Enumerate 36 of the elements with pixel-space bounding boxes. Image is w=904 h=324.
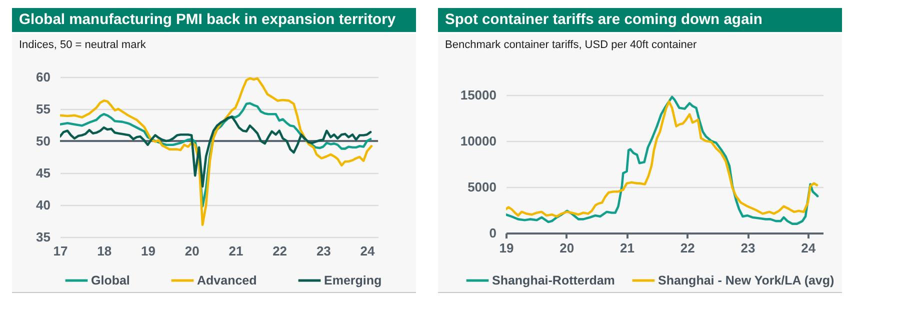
x-tick-label: 20 <box>184 244 200 258</box>
y-tick-label: 55 <box>36 102 50 116</box>
x-tick-label: 22 <box>272 244 288 258</box>
y-tick-label: 50 <box>36 134 50 148</box>
chart-subtitle: Indices, 50 = neutral mark <box>19 39 146 51</box>
y-tick-label: 60 <box>36 70 50 84</box>
x-tick-label: 24 <box>360 244 376 258</box>
x-tick-label: 23 <box>740 240 756 256</box>
y-tick-label: 40 <box>36 198 50 212</box>
y-tick-label: 0 <box>489 226 496 240</box>
legend-label: Shanghai-Rotterdam <box>492 274 615 288</box>
line-series <box>60 116 372 188</box>
line-series <box>60 102 372 208</box>
legend-label: Emerging <box>324 274 382 288</box>
x-tick-label: 18 <box>97 244 112 258</box>
x-tick-label: 21 <box>228 244 244 258</box>
legend-label: Shanghai - New York/LA (avg) <box>658 274 834 288</box>
legend-label: Global <box>91 274 130 288</box>
y-tick-label: 15000 <box>460 88 496 102</box>
x-tick-label: 21 <box>620 240 634 256</box>
chart-subtitle: Benchmark container tariffs, USD per 40ft container <box>445 39 697 51</box>
x-tick-label: 23 <box>316 244 331 258</box>
chart-title: Spot container tariffs are coming down again <box>438 8 842 32</box>
y-tick-label: 10000 <box>460 134 496 148</box>
legend-label: Advanced <box>197 274 257 288</box>
y-tick-label: 5000 <box>468 180 496 194</box>
chart-title: Global manufacturing PMI back in expansion territory <box>12 8 416 32</box>
x-tick-label: 17 <box>53 244 68 258</box>
x-tick-label: 24 <box>801 240 816 256</box>
x-tick-label: 20 <box>560 240 574 256</box>
x-tick-label: 22 <box>680 240 695 256</box>
y-tick-label: 35 <box>36 230 50 244</box>
line-series <box>60 77 373 226</box>
x-tick-label: 19 <box>140 244 156 258</box>
y-tick-label: 45 <box>36 166 50 180</box>
x-tick-label: 19 <box>499 240 514 256</box>
